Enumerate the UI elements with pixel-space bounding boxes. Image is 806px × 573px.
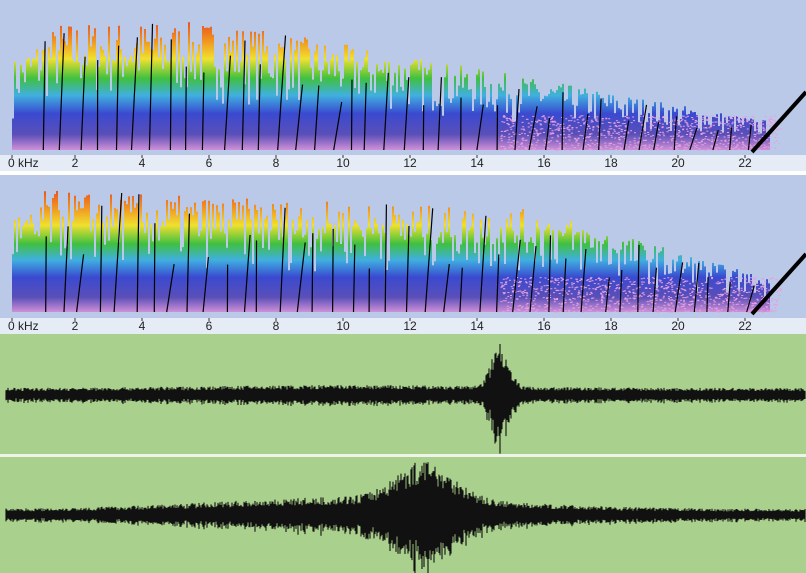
axis-label: 6 — [206, 319, 213, 333]
axis-label: 0 kHz — [8, 156, 39, 170]
axis-label: 8 — [273, 319, 280, 333]
axis-label: 12 — [403, 319, 417, 333]
axis-label: 14 — [470, 156, 484, 170]
axis-label: 18 — [604, 319, 618, 333]
separator — [0, 454, 806, 457]
separator — [0, 171, 806, 175]
axis-label: 0 kHz — [8, 319, 39, 333]
axis-label: 20 — [671, 156, 685, 170]
axis-label: 22 — [738, 156, 752, 170]
axis-label: 20 — [671, 319, 685, 333]
analyzer-window: 0 kHz 2 4 6 8 10 12 14 16 18 20 22 0 kHz 2 4 6 8 10 12 14 16… — [0, 0, 806, 573]
axis-label: 18 — [604, 156, 618, 170]
axis-label: 2 — [72, 156, 79, 170]
axis-label: 6 — [206, 156, 213, 170]
axis-label: 16 — [537, 319, 551, 333]
axis-label: 4 — [139, 156, 146, 170]
axis-label: 4 — [139, 319, 146, 333]
axis-label: 22 — [738, 319, 752, 333]
axis-label: 10 — [336, 156, 350, 170]
axis-label: 2 — [72, 319, 79, 333]
axis-label: 14 — [470, 319, 484, 333]
axis-label: 12 — [403, 156, 417, 170]
axis-label: 16 — [537, 156, 551, 170]
axis-label: 8 — [273, 156, 280, 170]
axis-label: 10 — [336, 319, 350, 333]
